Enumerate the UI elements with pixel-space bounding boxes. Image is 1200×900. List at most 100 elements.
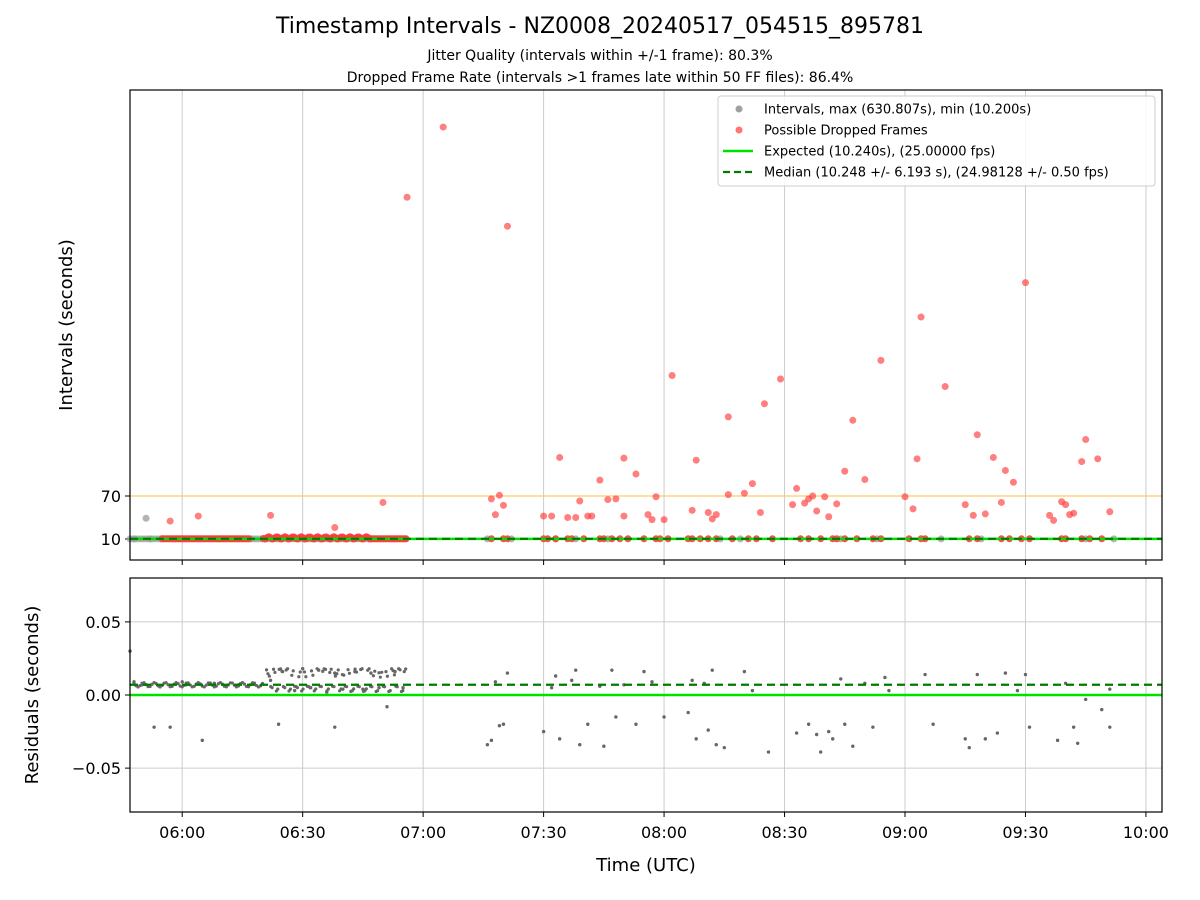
residual-point: [887, 688, 891, 693]
y-tick-label-residual: −0.05: [72, 759, 121, 778]
residual-point: [839, 677, 843, 681]
dropped-point: [973, 431, 981, 439]
residual-point: [369, 671, 373, 675]
dropped-point: [748, 480, 756, 488]
dropped-point: [548, 512, 556, 520]
residual-point: [686, 710, 690, 715]
dropped-point: [604, 496, 612, 504]
residual-point: [1108, 687, 1112, 691]
residual-point: [357, 685, 361, 689]
residual-point: [402, 670, 406, 674]
residual-point: [975, 672, 979, 677]
legend-marker-intervals: [735, 105, 743, 113]
x-axis-label: Time (UTC): [595, 855, 696, 876]
residual-point: [485, 743, 490, 747]
residual-point: [395, 685, 399, 689]
residual-point: [353, 669, 357, 674]
residual-point: [398, 668, 402, 672]
residual-point: [931, 722, 935, 726]
dropped-point: [660, 516, 668, 524]
dropped-point: [267, 511, 275, 519]
dropped-point: [644, 511, 652, 519]
legend-marker-dropped: [735, 126, 743, 134]
residual-point: [347, 671, 352, 675]
residual-point: [794, 731, 799, 735]
residual-point: [710, 668, 714, 672]
residual-point: [367, 667, 371, 671]
dropped-point: [1078, 458, 1086, 466]
dropped-point: [793, 484, 801, 492]
residual-point: [276, 687, 280, 691]
x-tick-label: 06:30: [280, 823, 326, 842]
x-tick-label: 07:30: [521, 823, 567, 842]
dropped-point: [913, 455, 921, 463]
residual-point: [1075, 741, 1080, 745]
residual-point: [325, 690, 329, 694]
residual-point: [301, 687, 305, 691]
y-tick-label-residual: 0.00: [85, 686, 121, 705]
dropped-point: [439, 123, 447, 131]
dropped-point: [612, 495, 620, 503]
residual-point: [328, 670, 332, 675]
residual-point: [602, 744, 606, 748]
residual-point: [326, 687, 330, 691]
residual-point: [690, 678, 694, 683]
dropped-point: [632, 470, 640, 478]
residual-point: [168, 725, 172, 729]
residual-point: [361, 687, 365, 691]
legend-label: Median (10.248 +/- 6.193 s), (24.98128 +…: [764, 166, 1109, 181]
residual-point: [401, 688, 405, 693]
residual-point: [1055, 738, 1060, 743]
residual-point: [270, 685, 274, 690]
residual-point: [346, 668, 350, 672]
residual-point: [295, 686, 300, 690]
residual-point: [291, 669, 295, 673]
dropped-point: [981, 510, 989, 518]
dropped-point: [941, 383, 949, 391]
dropped-point: [961, 501, 969, 509]
dropped-point: [1046, 511, 1054, 519]
dropped-point: [648, 516, 656, 524]
residual-point: [501, 722, 506, 726]
dropped-point: [1050, 516, 1058, 524]
residual-point: [851, 744, 855, 748]
residual-point: [557, 737, 562, 741]
x-tick-label: 08:30: [761, 823, 807, 842]
residual-point: [382, 685, 387, 689]
dropped-point: [668, 372, 676, 380]
residual-point: [370, 685, 374, 689]
residual-point: [297, 675, 301, 679]
residual-point: [267, 674, 271, 678]
residual-point: [204, 683, 208, 687]
dropped-point: [564, 514, 572, 521]
residual-point: [553, 674, 558, 678]
residual-point: [364, 687, 368, 691]
legend-label: Possible Dropped Frames: [764, 124, 928, 139]
residual-point: [373, 669, 377, 673]
chart-subtitle-dropped: Dropped Frame Rate (intervals >1 frames …: [346, 70, 854, 86]
residual-point: [360, 667, 364, 671]
residual-point: [574, 668, 578, 672]
residual-point: [290, 673, 294, 677]
residual-point: [283, 686, 287, 690]
dropped-point: [652, 493, 660, 501]
dropped-point: [540, 512, 548, 520]
residual-point: [1108, 725, 1112, 729]
residual-point: [814, 732, 819, 737]
residual-point: [578, 743, 582, 747]
dropped-point: [917, 313, 925, 321]
residual-point: [321, 669, 325, 673]
chart-subtitle-jitter: Jitter Quality (intervals within +/-1 fr…: [427, 48, 773, 64]
x-tick-label: 09:30: [1002, 823, 1048, 842]
dropped-point: [813, 507, 821, 515]
dropped-point: [821, 493, 829, 501]
residual-point: [570, 678, 574, 683]
residual-point: [706, 728, 710, 732]
residual-point: [1027, 725, 1032, 729]
residual-point: [722, 745, 727, 750]
residual-point: [392, 673, 397, 677]
y-tick-label-interval: 10: [101, 530, 121, 549]
residual-point: [304, 675, 308, 679]
residual-point: [385, 674, 389, 678]
dropped-point: [989, 453, 997, 461]
